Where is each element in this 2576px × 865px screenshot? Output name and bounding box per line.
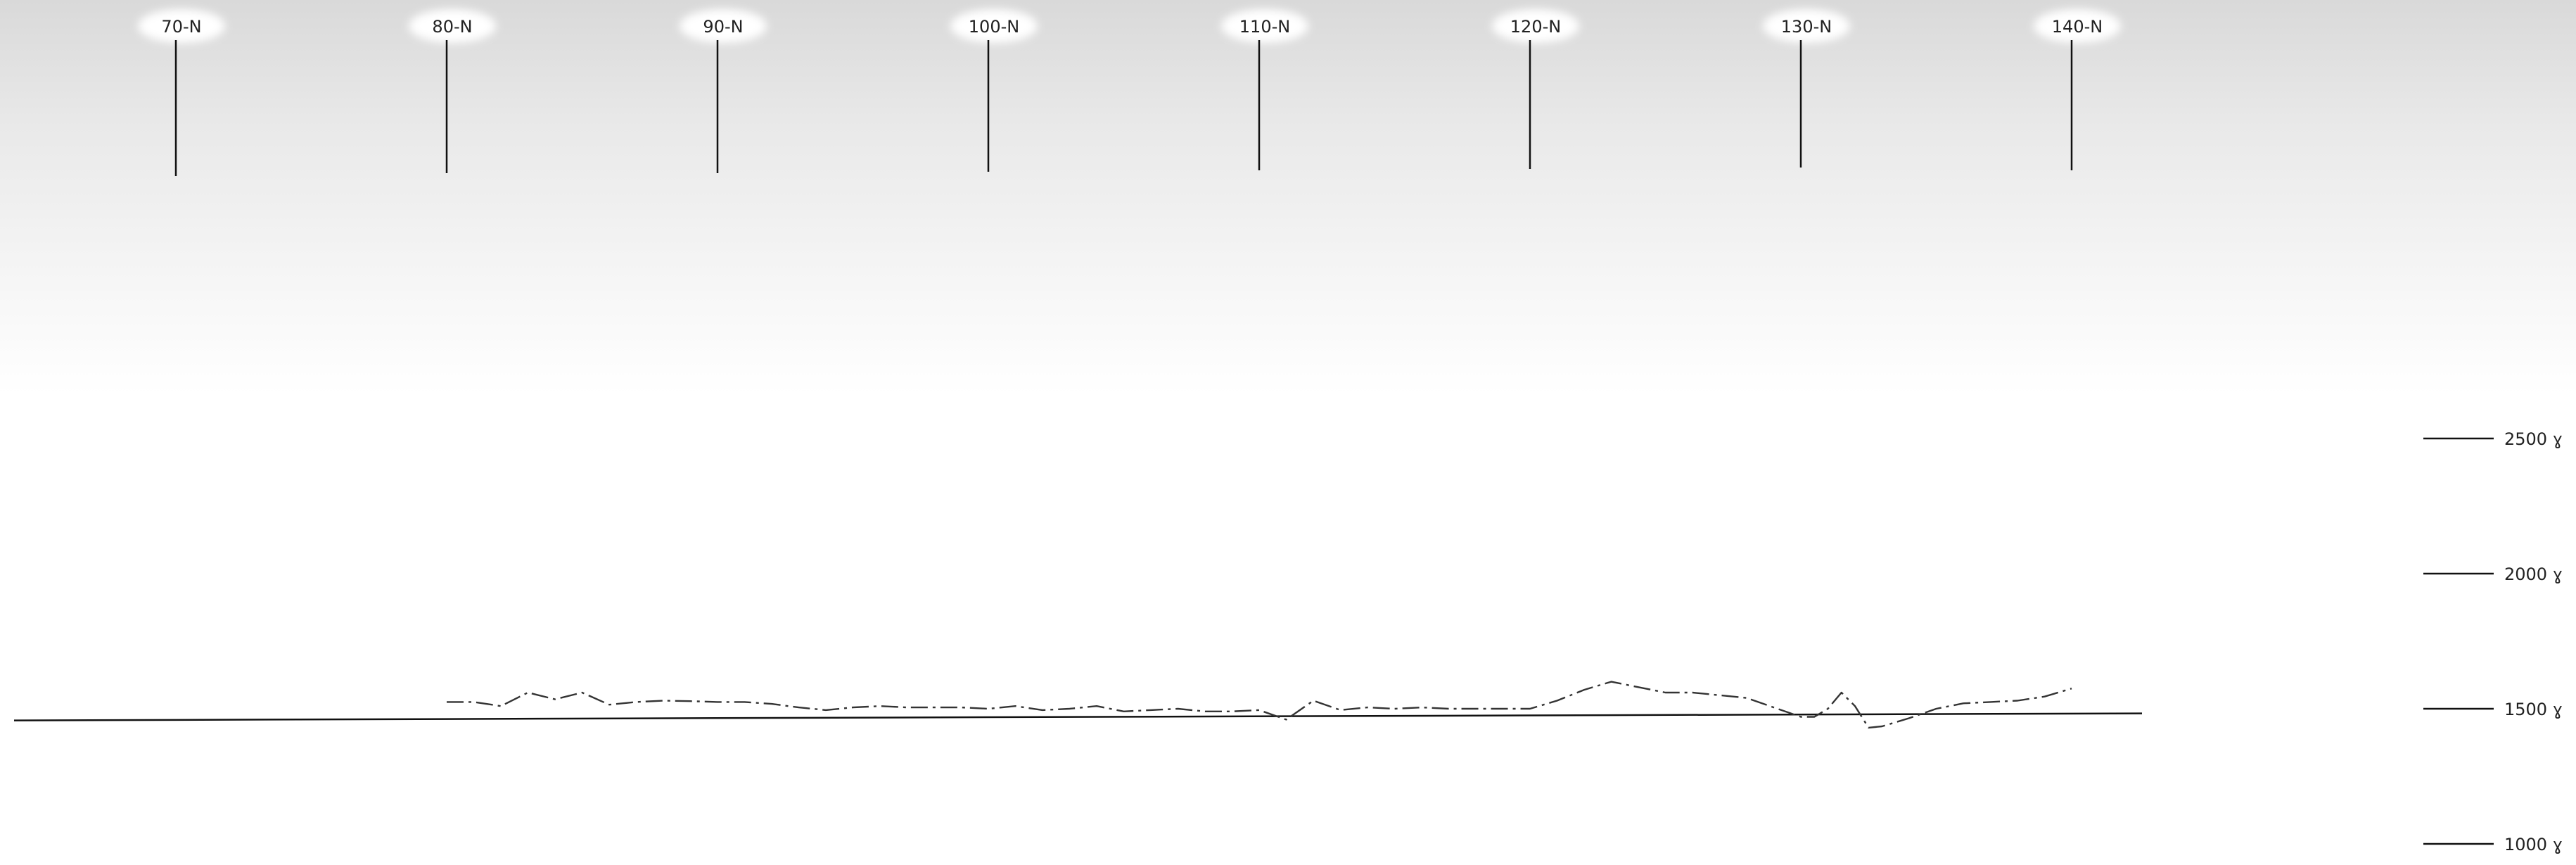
x-tick-label: 130-N	[1781, 17, 1832, 37]
x-tick-label-patch	[138, 9, 225, 43]
x-tick-label: 90-N	[703, 17, 743, 37]
series-line-profile	[447, 681, 2072, 729]
baseline-line	[13, 712, 2143, 721]
y-tick-label: 1500 ɣ	[2504, 700, 2563, 719]
x-tick-label: 80-N	[432, 17, 472, 37]
y-axis-scale: 2500 ɣ 2000 ɣ 1500 ɣ 1000 ɣ	[2423, 429, 2563, 854]
x-tick-label: 70-N	[161, 17, 201, 37]
x-tick-label-patch	[1492, 9, 1579, 43]
x-tick-label-patch	[409, 9, 496, 43]
x-axis-ticks: 70-N 80-N 90-N 100-N 110-N 120-N 130-N 140-N	[138, 9, 2121, 176]
x-tick-label: 110-N	[1239, 17, 1290, 37]
x-tick-label-patch	[2034, 9, 2121, 43]
x-tick-label-patch	[680, 9, 767, 43]
x-tick-label: 120-N	[1510, 17, 1561, 37]
x-tick-label-patch	[1763, 9, 1850, 43]
y-tick-label: 2000 ɣ	[2504, 564, 2563, 584]
y-tick-label: 1000 ɣ	[2504, 835, 2563, 854]
x-tick-label-patch	[1221, 9, 1308, 43]
x-tick-label-patch	[950, 9, 1038, 43]
x-tick-label: 100-N	[969, 17, 1019, 37]
y-tick-label: 2500 ɣ	[2504, 429, 2563, 449]
x-tick-label: 140-N	[2052, 17, 2103, 37]
